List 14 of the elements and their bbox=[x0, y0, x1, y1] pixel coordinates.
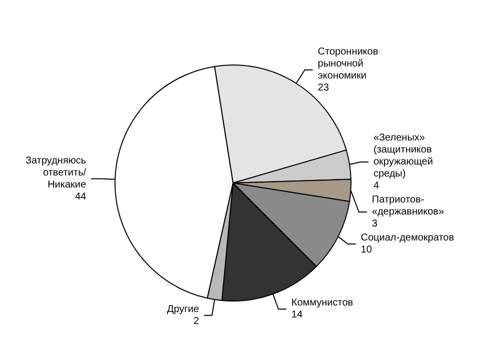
data-label: 10 bbox=[360, 244, 372, 256]
slice-label: Другие bbox=[167, 304, 200, 315]
data-label: 2 bbox=[193, 316, 200, 327]
slice-label: Затрудняюсь ответить/ Никакие bbox=[26, 155, 86, 190]
data-label: 3 bbox=[372, 218, 378, 230]
data-label: 23 bbox=[318, 82, 330, 94]
data-label: 14 bbox=[291, 310, 303, 321]
data-label: 4 bbox=[373, 180, 380, 192]
slice-label: Сторонников рыночной экономики bbox=[318, 46, 378, 82]
data-label: 44 bbox=[74, 191, 87, 202]
slice-label: «Зеленых» (защитников окружающей среды) bbox=[373, 132, 433, 180]
slice-label: Коммунистов bbox=[291, 298, 354, 309]
slice-label: Социал-демократов bbox=[360, 232, 454, 244]
slice-label: Патриотов-«державников» bbox=[372, 194, 444, 218]
